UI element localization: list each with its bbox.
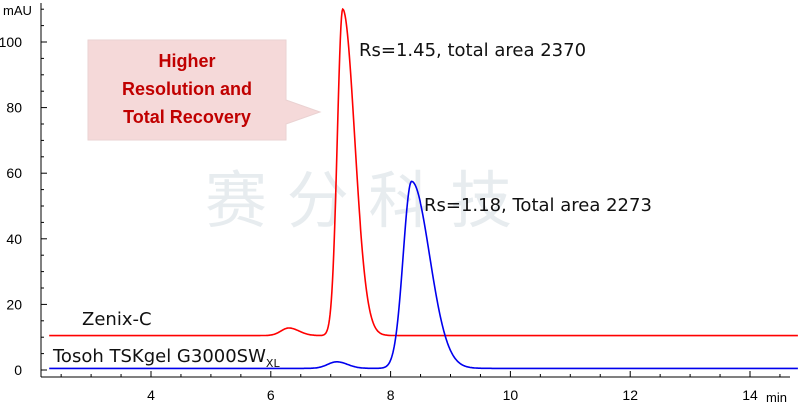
callout-line-1: Higher <box>158 51 215 71</box>
annotation-zenix-c: Rs=1.45, total area 2370 <box>359 40 586 61</box>
x-tick-label: 8 <box>387 387 395 403</box>
series-label-tosoh-main: Tosoh TSKgel G3000SW <box>52 346 266 367</box>
x-tick-label: 4 <box>147 387 155 403</box>
y-tick-label: 100 <box>0 34 22 50</box>
x-axis-unit-label: min <box>766 390 787 404</box>
y-tick-label: 0 <box>14 362 22 378</box>
x-tick-label: 12 <box>622 387 638 403</box>
y-axis-ticks: 0 20 40 60 80 100 <box>0 8 47 378</box>
y-tick-label: 20 <box>6 296 22 312</box>
y-tick-label: 80 <box>6 100 22 116</box>
y-tick-label: 40 <box>6 231 22 247</box>
callout-line-3: Total Recovery <box>123 107 251 127</box>
y-tick-label: 60 <box>6 165 22 181</box>
series-line-zenix-c <box>49 7 798 337</box>
series-line-tosoh-tskgel <box>49 180 798 370</box>
annotation-tosoh-tskgel: Rs=1.18, Total area 2273 <box>424 195 652 216</box>
series-label-zenix-c: Zenix-C <box>82 309 152 330</box>
callout-line-2: Resolution and <box>122 79 252 99</box>
x-tick-label: 10 <box>503 387 519 403</box>
series-label-tosoh-tskgel: Tosoh TSKgel G3000SWXL <box>52 346 280 370</box>
x-tick-label: 6 <box>267 387 275 403</box>
series-label-tosoh-subscript: XL <box>266 357 281 370</box>
callout: Higher Resolution and Total Recovery <box>87 39 322 141</box>
callout-box <box>87 39 322 141</box>
x-axis-ticks: 4 6 8 10 12 14 <box>60 371 781 403</box>
x-tick-label: 14 <box>742 387 758 403</box>
y-axis-unit-label: mAU <box>3 3 32 18</box>
